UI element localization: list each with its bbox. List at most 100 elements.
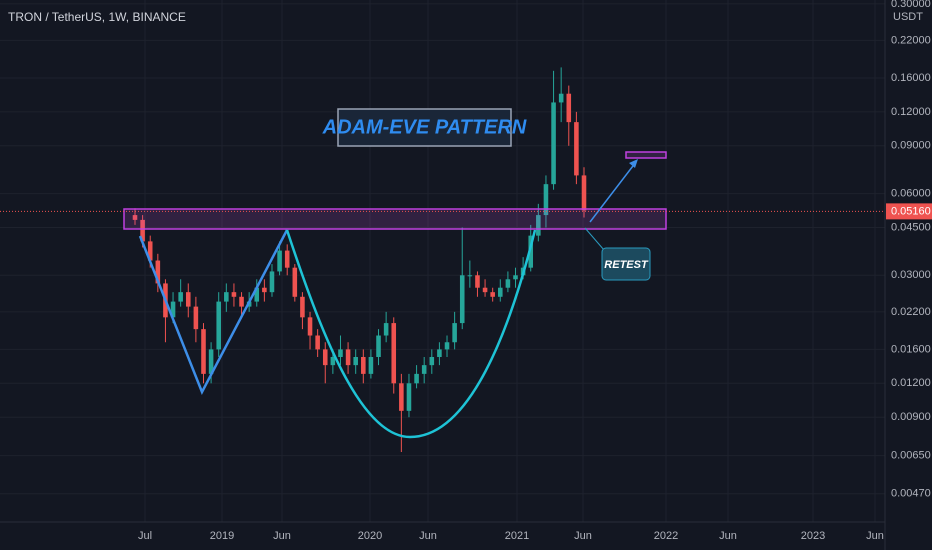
annotation-text: ADAM-EVE PATTERN (322, 116, 527, 138)
candle-body (140, 219, 145, 242)
candle-body (147, 241, 153, 261)
y-tick-label: 0.30000 (891, 0, 931, 10)
y-tick-label: 0.16000 (891, 72, 931, 84)
y-tick-label: 0.06000 (891, 187, 931, 199)
candle-body (376, 335, 381, 358)
y-tick-label: 0.22000 (891, 34, 931, 46)
candle-body (239, 296, 244, 307)
x-tick-label: 2022 (654, 530, 678, 542)
candle-body (406, 383, 412, 411)
candle-body (262, 287, 267, 293)
candle-body (467, 275, 473, 277)
candle-body (490, 292, 495, 297)
arrow-head (629, 159, 638, 168)
candle-body (307, 317, 313, 336)
y-tick-label: 0.01200 (891, 377, 931, 389)
candle-body (368, 357, 374, 374)
candle-body (444, 342, 450, 350)
candle-body (338, 349, 343, 358)
y-tick-label: 0.00900 (891, 411, 931, 423)
adam-zigzag (138, 229, 289, 395)
candle-body (421, 365, 427, 374)
x-tick-label: Jul (138, 530, 152, 542)
last-price-tag (886, 203, 932, 220)
y-tick-label: 0.12000 (891, 106, 931, 118)
last-price-label: 0.05160 (891, 205, 931, 217)
candle-body (201, 329, 206, 374)
y-tick-label: 0.00470 (891, 488, 931, 500)
x-tick-label: Jun (273, 530, 291, 542)
candle-body (543, 184, 549, 216)
eve-curve (285, 229, 537, 439)
candle-body (399, 383, 404, 411)
candle-body (513, 275, 518, 280)
candle-body (322, 349, 328, 366)
candle-body (414, 373, 419, 384)
y-tick-label: 0.03000 (891, 269, 931, 281)
x-tick-label: Jun (419, 530, 437, 542)
candle-body (193, 306, 199, 330)
candle-body (224, 292, 229, 302)
candle-body (551, 102, 556, 185)
candle-body (132, 215, 138, 220)
x-tick-label: Jun (574, 530, 592, 542)
candle-body (452, 323, 457, 343)
resistance-zone (123, 208, 667, 230)
candle-body (475, 275, 480, 288)
candle-body (558, 93, 564, 103)
candle-body (482, 287, 488, 293)
candle-body (277, 250, 282, 272)
candle-body (361, 357, 366, 374)
candle-body (315, 335, 320, 350)
candle-body (170, 301, 176, 318)
x-tick-label: 2020 (358, 530, 382, 542)
projection-arrow (589, 161, 637, 223)
y-tick-label: 0.04500 (891, 221, 931, 233)
chart-title: TRON / TetherUS, 1W, BINANCE (8, 10, 186, 24)
candle-body (383, 323, 389, 336)
candle-body (574, 122, 579, 176)
candle-body (216, 301, 221, 350)
candle-body (437, 349, 442, 358)
candle-body (345, 349, 351, 366)
candle-body (330, 357, 336, 366)
candle-body (429, 357, 435, 366)
x-tick-label: 2019 (210, 530, 234, 542)
candle-body (581, 175, 587, 211)
x-tick-label: Jun (719, 530, 737, 542)
candle-body (300, 296, 305, 318)
y-unit: USDT (893, 11, 923, 23)
candle-body (459, 275, 465, 324)
candle-body (155, 260, 161, 284)
y-tick-label: 0.02200 (891, 306, 931, 318)
y-tick-label: 0.01600 (891, 343, 931, 355)
candle-body (269, 271, 275, 293)
candle-body (185, 292, 191, 307)
candle-body (231, 292, 237, 297)
grid (0, 0, 885, 522)
x-tick-label: 2023 (801, 530, 825, 542)
x-tick-label: Jun (866, 530, 884, 542)
callout-pointer (584, 227, 605, 251)
candle-body (528, 235, 534, 268)
candle-body (391, 323, 397, 384)
candle-body (284, 250, 290, 268)
annotation-box (337, 108, 512, 147)
target-zone (625, 151, 667, 159)
candle-body (353, 357, 358, 366)
callout-box (601, 247, 651, 281)
candle-body (536, 215, 541, 236)
x-tick-label: 2021 (505, 530, 529, 542)
candle-body (566, 93, 572, 123)
candle-body (498, 287, 503, 297)
y-tick-label: 0.09000 (891, 140, 931, 152)
y-tick-label: 0.00650 (891, 449, 931, 461)
candle-body (254, 287, 260, 302)
candle-body (178, 292, 183, 302)
candles (132, 67, 587, 453)
callout-text: RETEST (604, 259, 649, 271)
candle-body (505, 279, 511, 288)
candle-body (208, 349, 214, 374)
